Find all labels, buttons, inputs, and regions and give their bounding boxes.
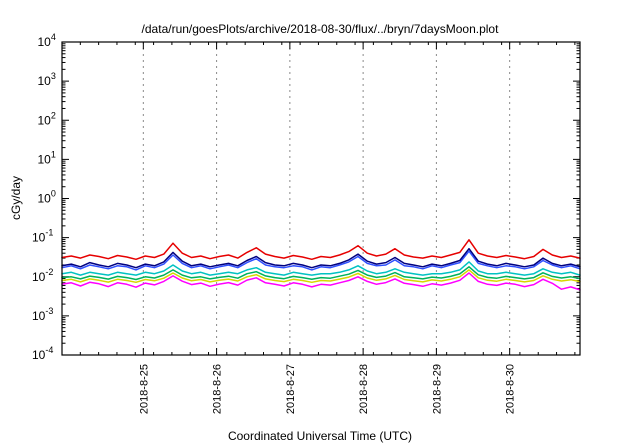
axis-ticks: [62, 41, 580, 356]
svg-text:10-4: 10-4: [32, 345, 53, 362]
y-axis-label: cGy/day: [9, 175, 23, 221]
x-axis-label: Coordinated Universal Time (UTC): [227, 429, 413, 443]
svg-text:10-3: 10-3: [32, 306, 53, 323]
svg-text:2018-8-30: 2018-8-30: [505, 364, 517, 414]
series-cyan: [61, 261, 581, 276]
series-red: [61, 239, 581, 261]
series-magenta: [61, 272, 581, 291]
svg-text:2018-8-27: 2018-8-27: [285, 364, 297, 414]
svg-text:100: 100: [38, 189, 56, 206]
svg-text:2018-8-29: 2018-8-29: [431, 364, 443, 414]
series-blue: [61, 250, 581, 271]
series-yellow: [61, 269, 581, 284]
svg-text:2018-8-26: 2018-8-26: [212, 364, 224, 414]
svg-text:10-1: 10-1: [32, 228, 53, 245]
svg-text:101: 101: [38, 149, 56, 166]
series-navy: [61, 247, 581, 269]
svg-text:10-2: 10-2: [32, 267, 53, 284]
plot-border: [61, 41, 581, 356]
svg-text:2018-8-25: 2018-8-25: [138, 364, 150, 414]
grid-lines: [142, 42, 511, 355]
series-lines: [61, 239, 581, 291]
svg-text:2018-8-28: 2018-8-28: [358, 364, 370, 414]
x-tick-labels: 2018-8-25 2018-8-26 2018-8-27 2018-8-28 2018…: [138, 364, 516, 414]
svg-text:103: 103: [38, 71, 56, 88]
svg-text:102: 102: [38, 110, 56, 127]
chart-title: /data/run/goesPlots/archive/2018-08-30/f…: [141, 22, 499, 36]
series-green: [61, 266, 581, 281]
